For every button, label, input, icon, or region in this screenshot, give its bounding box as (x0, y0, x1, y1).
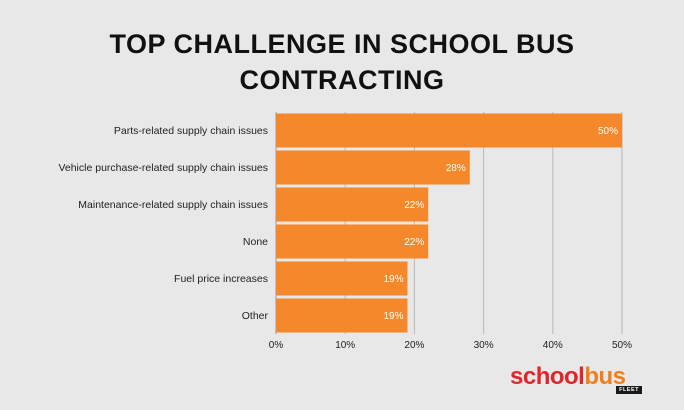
category-label-0: Parts-related supply chain issues (114, 125, 268, 137)
category-label-4: Fuel price increases (174, 273, 268, 285)
bar-3 (276, 224, 429, 259)
logo-wordmark: schoolbus (510, 364, 626, 390)
logo-fleet-tag: FLEET (616, 386, 642, 394)
category-label-3: None (243, 236, 268, 248)
data-label-4: 19% (383, 274, 403, 285)
x-tick-label-5: 50% (612, 340, 632, 351)
bar-5 (276, 298, 408, 333)
data-label-5: 19% (383, 311, 403, 322)
data-label-0: 50% (598, 126, 618, 137)
bar-1 (276, 150, 470, 185)
data-label-3: 22% (404, 237, 424, 248)
logo-school-text: school (510, 363, 585, 390)
bar-4 (276, 261, 408, 296)
category-label-2: Maintenance-related supply chain issues (78, 199, 268, 211)
x-tick-label-3: 30% (474, 340, 494, 351)
data-label-2: 22% (404, 200, 424, 211)
bar-2 (276, 187, 429, 222)
schoolbus-fleet-logo: schoolbus FLEET (510, 364, 644, 396)
bar-0 (276, 113, 622, 148)
data-label-1: 28% (446, 163, 466, 174)
logo-bus-text: bus (584, 363, 626, 390)
x-tick-label-1: 10% (335, 340, 355, 351)
x-tick-label-4: 40% (543, 340, 563, 351)
category-label-1: Vehicle purchase-related supply chain is… (58, 162, 268, 174)
x-tick-label-0: 0% (269, 340, 284, 351)
chart-title: TOP CHALLENGE IN SCHOOL BUS CONTRACTING (109, 29, 575, 95)
category-label-5: Other (242, 310, 269, 322)
x-tick-label-2: 20% (404, 340, 424, 351)
